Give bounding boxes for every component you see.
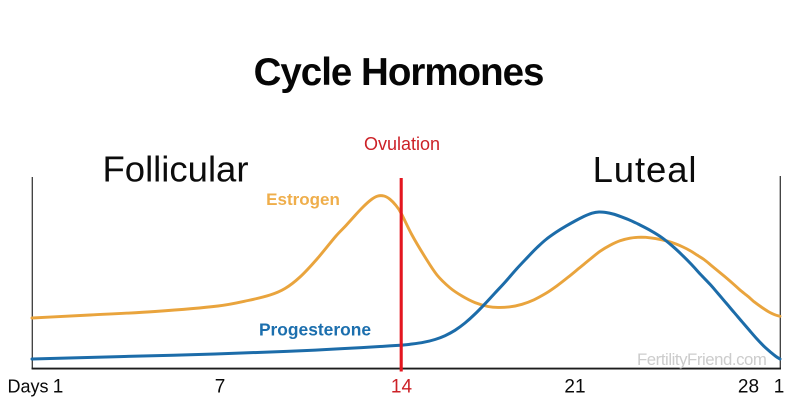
svg-text:7: 7: [215, 377, 226, 398]
svg-text:1: 1: [774, 377, 785, 398]
svg-text:1: 1: [53, 377, 64, 398]
svg-text:Estrogen: Estrogen: [266, 190, 340, 209]
svg-text:Progesterone: Progesterone: [259, 320, 371, 340]
svg-text:Cycle Hormones: Cycle Hormones: [254, 51, 544, 94]
svg-text:Luteal: Luteal: [593, 149, 698, 190]
svg-text:FertilityFriend.com: FertilityFriend.com: [637, 350, 766, 369]
svg-text:Follicular: Follicular: [102, 149, 248, 190]
svg-text:21: 21: [564, 377, 585, 398]
svg-text:14: 14: [391, 377, 413, 398]
svg-text:Ovulation: Ovulation: [364, 134, 440, 154]
svg-text:28: 28: [738, 377, 759, 398]
svg-text:Days: Days: [8, 377, 49, 397]
